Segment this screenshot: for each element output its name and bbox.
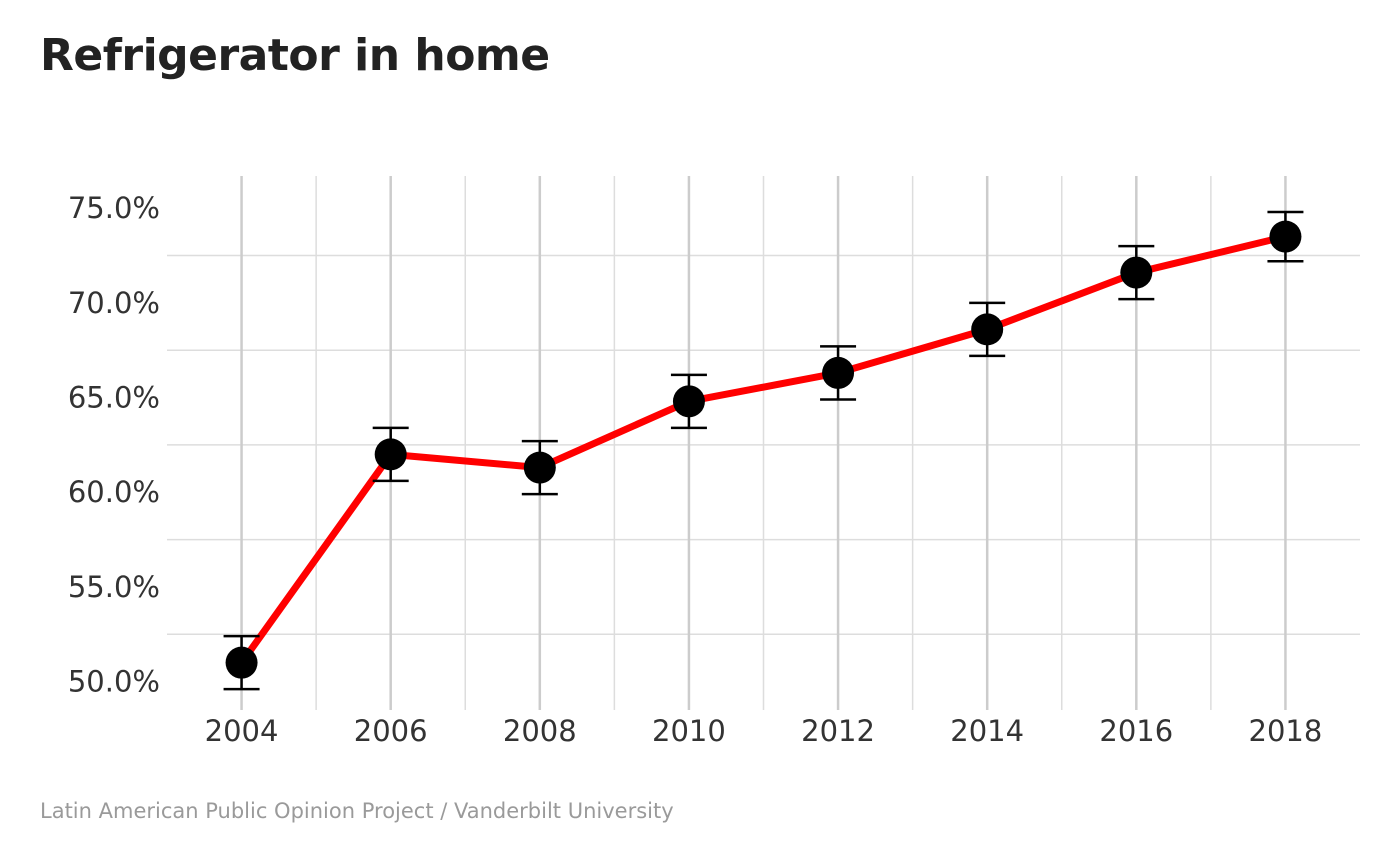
x-tick-label: 2006 — [354, 714, 428, 748]
x-tick-label: 2010 — [652, 714, 726, 748]
x-tick-label: 2018 — [1249, 714, 1323, 748]
y-tick-label: 75.0% — [68, 191, 160, 225]
data-point-layer — [225, 220, 1302, 679]
y-tick-label: 65.0% — [68, 381, 160, 415]
y-tick-label: 50.0% — [68, 665, 160, 699]
chart-source: Latin American Public Opinion Project / … — [40, 799, 674, 823]
data-point — [374, 438, 407, 471]
y-tick-label: 70.0% — [68, 286, 160, 320]
data-point — [523, 451, 556, 484]
data-point — [971, 313, 1004, 346]
x-tick-label: 2016 — [1099, 714, 1173, 748]
data-point — [1269, 220, 1302, 253]
y-axis-labels: 50.0% 55.0% 60.0% 65.0% 70.0% 75.0% — [68, 191, 160, 698]
x-axis-labels: 2004 2006 2008 2010 2012 2014 2016 2018 — [205, 714, 1323, 748]
y-tick-label: 55.0% — [68, 570, 160, 604]
y-tick-label: 60.0% — [68, 475, 160, 509]
x-tick-label: 2012 — [801, 714, 875, 748]
x-tick-label: 2014 — [950, 714, 1024, 748]
series-line-layer — [238, 233, 1289, 667]
data-point — [225, 646, 258, 679]
data-point — [672, 385, 705, 418]
data-point — [1120, 256, 1153, 289]
x-tick-label: 2004 — [205, 714, 279, 748]
chart-title: Refrigerator in home — [40, 30, 550, 81]
data-point — [822, 356, 855, 389]
x-tick-label: 2008 — [503, 714, 577, 748]
series-line — [238, 233, 1289, 667]
grid-layer — [167, 176, 1360, 710]
